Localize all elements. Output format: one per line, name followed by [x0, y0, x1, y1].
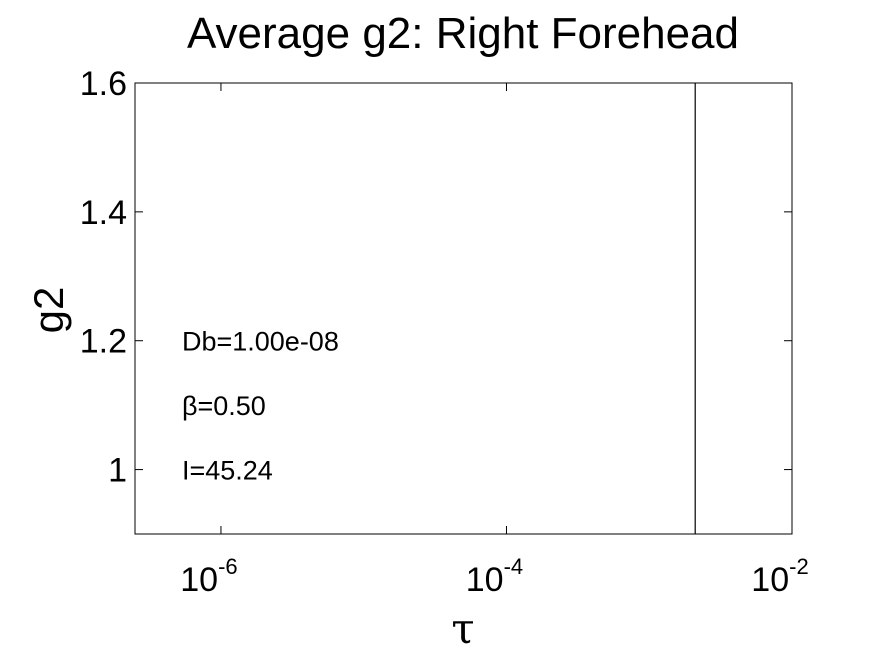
x-axis-label: τ: [451, 604, 474, 653]
annotation-text: I=45.24: [182, 456, 273, 486]
x-tick-base: 10: [180, 561, 218, 599]
plot-area: [134, 82, 793, 535]
y-tick-label: 1.2: [80, 323, 127, 361]
annotation-text: β=0.50: [182, 391, 266, 421]
x-tick-label: 10-2: [751, 554, 808, 599]
y-axis-label: g2: [25, 287, 72, 334]
x-tick-label: 10-6: [180, 554, 237, 599]
y-tick-label: 1.4: [80, 194, 127, 232]
x-tick-label: 10-4: [466, 554, 523, 599]
x-tick-exponent: -2: [789, 554, 809, 579]
x-tick-base: 10: [466, 561, 504, 599]
annotation-text: Db=1.00e-08: [182, 327, 339, 357]
chart-title: Average g2: Right Forehead: [187, 9, 739, 58]
y-tick-label: 1.6: [80, 65, 127, 103]
x-tick-exponent: -6: [218, 554, 238, 579]
x-tick-base: 10: [751, 561, 789, 599]
x-tick-exponent: -4: [504, 554, 524, 579]
annotations-layer: Db=1.00e-08 β=0.50 I=45.24: [182, 327, 339, 486]
y-tick-label: 1: [108, 452, 127, 490]
ticks-layer: 10-6 10-4 10-211.21.41.6: [80, 65, 809, 599]
